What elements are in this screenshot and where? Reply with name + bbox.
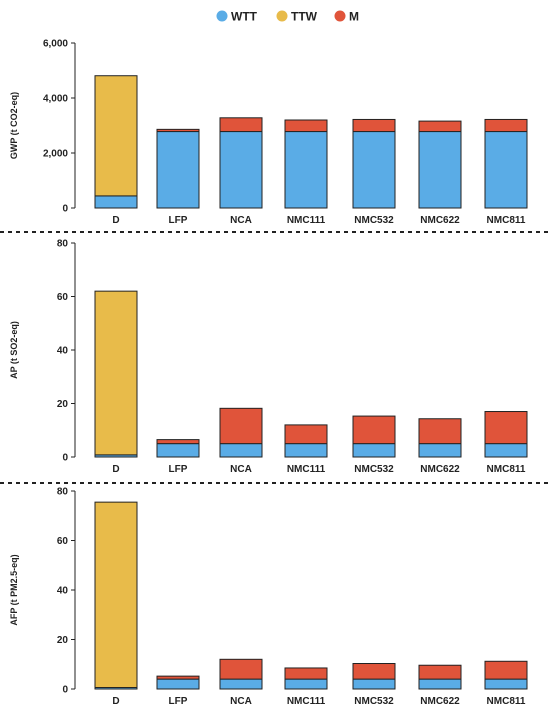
y-tick-label: 6,000 (43, 39, 68, 50)
y-tick-label: 0 (62, 204, 68, 215)
x-tick-label: NMC622 (420, 464, 460, 475)
y-tick-label: 60 (57, 292, 69, 303)
x-tick-label: NMC811 (487, 215, 526, 226)
bar-segment-wtt-nmc811 (484, 131, 528, 209)
x-tick-label: NMC532 (354, 696, 394, 707)
y-tick-label: 80 (57, 239, 69, 250)
x-tick-label: D (112, 215, 119, 226)
bar-segment-wtt-d (94, 195, 138, 209)
legend-label-m: M (349, 10, 359, 24)
y-tick-label: 4,000 (43, 94, 68, 105)
bar-segment-m-nmc111 (284, 667, 328, 680)
bar-segment-ttw-d (94, 501, 138, 689)
y-axis-label: GWP (t CO2-eq) (9, 92, 19, 159)
bar-segment-wtt-nca (219, 678, 263, 690)
y-tick-label: 0 (62, 453, 68, 464)
x-tick-label: NCA (230, 464, 252, 475)
legend: WTT TTW M (216, 10, 359, 24)
chart-panel-2: 0 20 40 60 80 AP (t SO2-eq) D LFP NCA NMC111 NMC53… (9, 239, 528, 475)
legend-marker-wtt (216, 10, 228, 22)
bar-segment-m-nmc532 (352, 118, 396, 133)
bar-segment-m-lfp (156, 675, 200, 680)
bar-segment-wtt-nmc811 (484, 678, 528, 690)
x-tick-label: NMC532 (354, 215, 394, 226)
y-tick-label: 80 (57, 487, 69, 498)
bar-segment-m-nca (219, 407, 263, 445)
legend-label-wtt: WTT (231, 10, 258, 24)
y-tick-label: 2,000 (43, 149, 68, 160)
x-tick-label: NMC111 (287, 215, 326, 226)
bar-segment-wtt-nmc532 (352, 678, 396, 690)
bar-segment-m-nmc532 (352, 663, 396, 680)
bar-segment-m-nmc532 (352, 415, 396, 445)
y-tick-label: 40 (57, 586, 69, 597)
bar-segment-wtt-nmc111 (284, 131, 328, 209)
x-tick-label: NMC111 (287, 464, 326, 475)
bar-segment-m-nmc111 (284, 119, 328, 133)
legend-marker-m (334, 10, 346, 22)
bar-segment-wtt-nmc111 (284, 443, 328, 458)
bar-segment-wtt-nca (219, 131, 263, 209)
bar-segment-m-nmc622 (418, 664, 462, 680)
x-tick-label: NCA (230, 696, 252, 707)
y-axis-label: AP (t SO2-eq) (9, 321, 19, 379)
bar-segment-ttw-d (94, 290, 138, 456)
bar-segment-m-nmc111 (284, 424, 328, 445)
legend-label-ttw: TTW (291, 10, 318, 24)
x-tick-label: D (112, 696, 119, 707)
bar-segment-wtt-lfp (156, 443, 200, 458)
x-tick-label: LFP (169, 696, 188, 707)
x-tick-label: D (112, 464, 119, 475)
bar-segment-wtt-nmc532 (352, 131, 396, 209)
bar-segment-wtt-nmc111 (284, 678, 328, 690)
bar-segment-ttw-d (94, 75, 138, 197)
bar-segment-wtt-nmc622 (418, 131, 462, 209)
chart-panel-1: 0 2,000 4,000 6,000 GWP (t CO2-eq) D LFP NCA NMC… (9, 39, 528, 226)
bar-segment-wtt-nmc622 (418, 678, 462, 690)
bar-segment-wtt-nmc532 (352, 443, 396, 458)
bar-segment-wtt-lfp (156, 678, 200, 690)
legend-marker-ttw (276, 10, 288, 22)
bar-segment-wtt-nmc811 (484, 443, 528, 458)
y-tick-label: 0 (62, 685, 68, 696)
x-tick-label: NMC811 (487, 696, 526, 707)
x-tick-label: LFP (169, 464, 188, 475)
x-tick-label: NCA (230, 215, 252, 226)
chart-panel-3: 0 20 40 60 80 AFP (t PM2.5-eq) D LFP NCA NMC111 NM… (9, 487, 528, 707)
bar-segment-wtt-lfp (156, 131, 200, 209)
x-tick-label: NMC111 (287, 696, 326, 707)
y-tick-label: 60 (57, 536, 69, 547)
bar-segment-m-nca (219, 658, 263, 680)
x-tick-label: LFP (169, 215, 188, 226)
bar-segment-wtt-nca (219, 443, 263, 458)
bar-segment-m-nmc811 (484, 118, 528, 133)
x-tick-label: NMC811 (487, 464, 526, 475)
x-tick-label: NMC622 (420, 215, 460, 226)
bar-segment-m-nmc622 (418, 418, 462, 445)
y-tick-label: 20 (57, 635, 69, 646)
bar-segment-m-nmc811 (484, 411, 528, 445)
bar-segment-m-nmc811 (484, 660, 528, 680)
bar-segment-m-nmc622 (418, 120, 462, 133)
bar-segment-m-nca (219, 117, 263, 133)
bar-segment-m-lfp (156, 128, 200, 133)
y-tick-label: 20 (57, 399, 69, 410)
bar-segment-m-lfp (156, 439, 200, 445)
y-axis-label: AFP (t PM2.5-eq) (9, 554, 19, 625)
bar-segment-wtt-nmc622 (418, 443, 462, 458)
x-tick-label: NMC532 (354, 464, 394, 475)
x-tick-label: NMC622 (420, 696, 460, 707)
y-tick-label: 40 (57, 346, 69, 357)
